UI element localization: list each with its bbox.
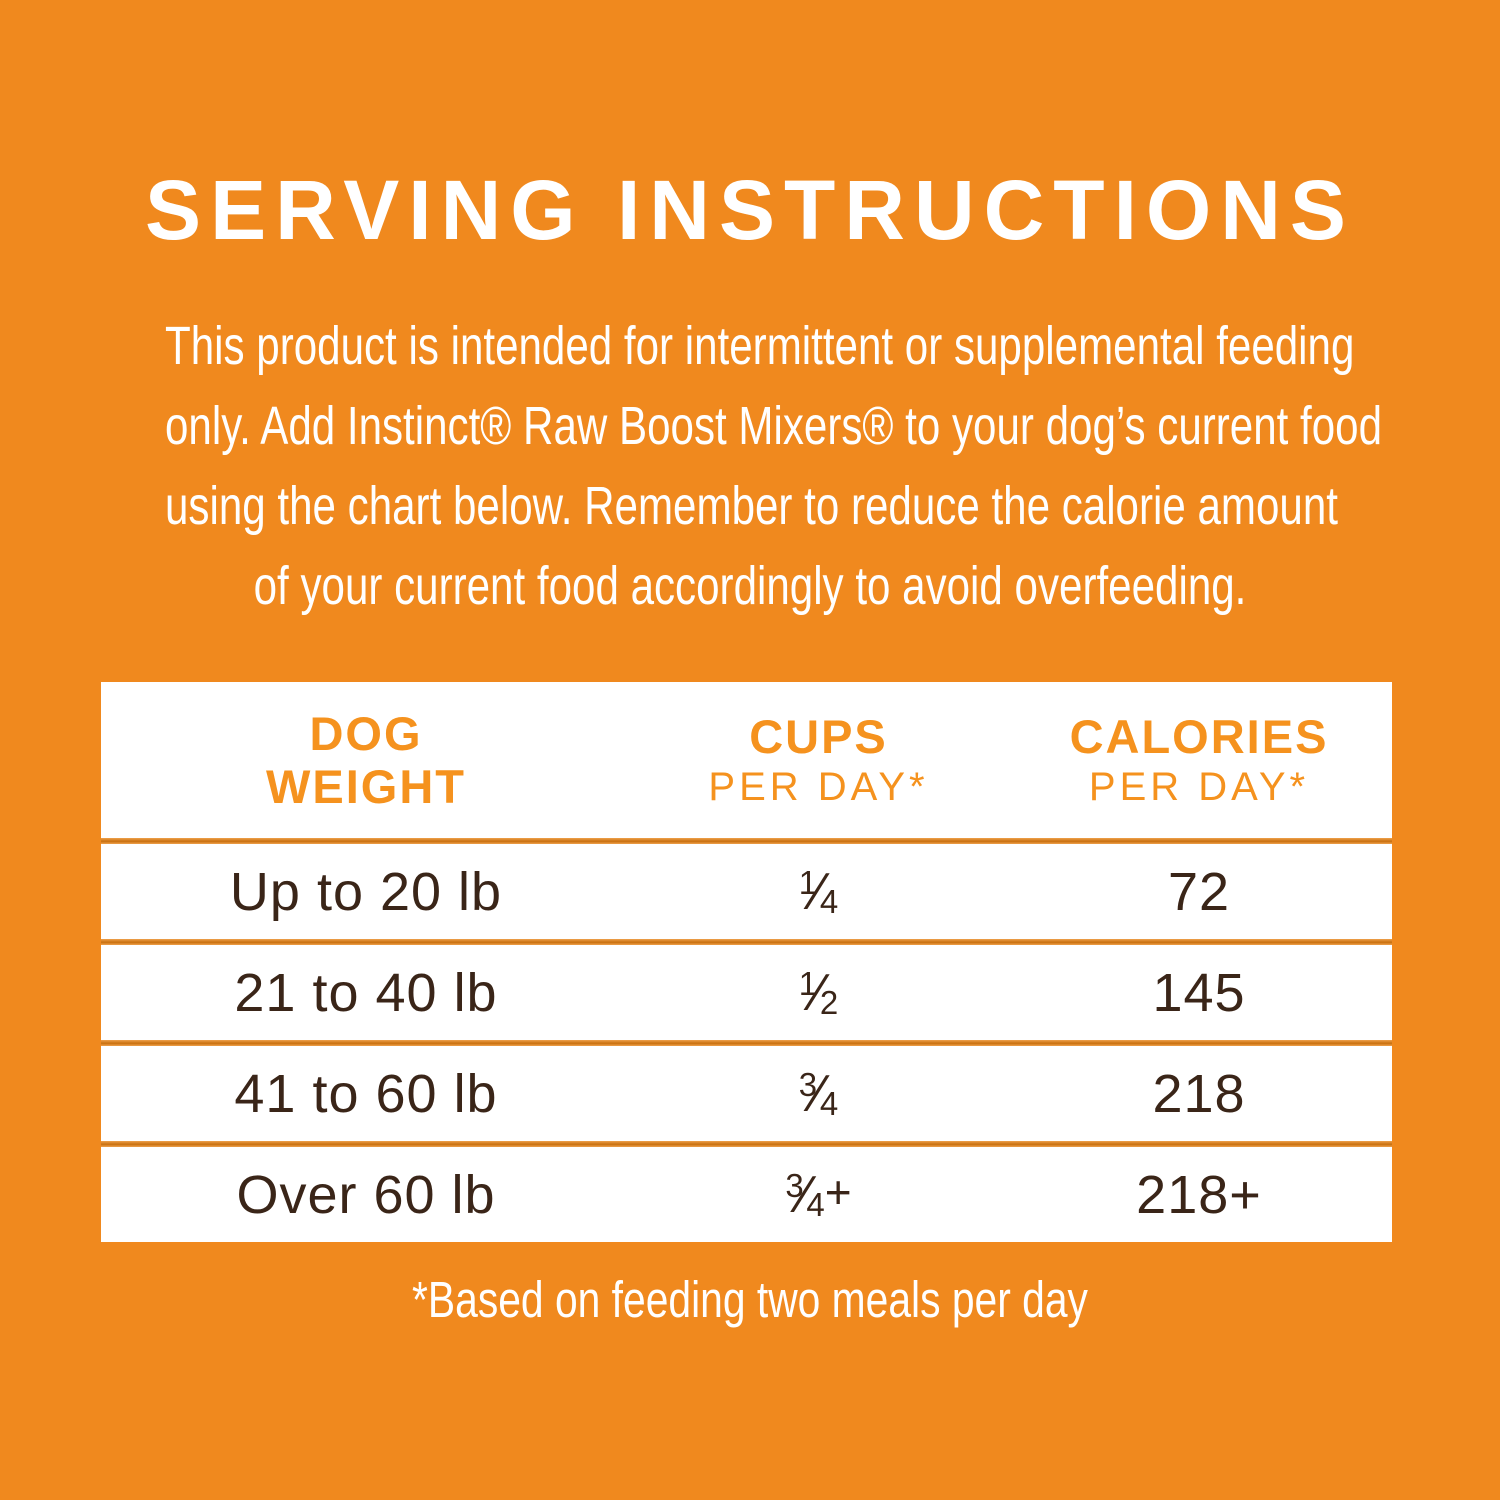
calories-cell: 218+	[1136, 1164, 1262, 1225]
calories-cell: 145	[1152, 962, 1246, 1023]
fraction-numerator: 1	[798, 964, 818, 1002]
cups-cell: 3⁄4	[631, 1064, 1006, 1124]
feeding-table: DOG WEIGHT CUPS PER DAY* CALORIES PER DA…	[101, 682, 1392, 1242]
page-title: SERVING INSTRUCTIONS	[145, 163, 1355, 257]
column-header-subline: PER DAY*	[708, 764, 929, 809]
table-row: 21 to 40 lb 1⁄2 145	[101, 945, 1392, 1040]
fraction-slash: ⁄	[814, 862, 823, 921]
cups-cell: 1⁄4	[631, 862, 1006, 922]
table-separator	[101, 939, 1392, 945]
intro-line: This product is intended for intermitten…	[165, 316, 1355, 376]
fraction-slash: ⁄	[800, 1165, 810, 1224]
footnote: *Based on feeding two meals per day	[412, 1271, 1088, 1328]
fraction-slash: ⁄	[814, 1064, 823, 1123]
weight-cell: Up to 20 lb	[229, 861, 503, 922]
column-header-calories: CALORIES PER DAY*	[1006, 710, 1392, 811]
column-header-dog-weight: DOG WEIGHT	[101, 707, 631, 813]
table-separator	[101, 1141, 1392, 1147]
table-row: 41 to 60 lb 3⁄4 218	[101, 1046, 1392, 1141]
intro-line: using the chart below. Remember to reduc…	[165, 476, 1338, 536]
column-header-cups: CUPS PER DAY*	[631, 710, 1006, 811]
fraction-denominator: 4	[806, 1185, 825, 1223]
feeding-table-header: DOG WEIGHT CUPS PER DAY* CALORIES PER DA…	[101, 682, 1392, 838]
calories-cell: 218	[1152, 1063, 1246, 1124]
intro-line: of your current food accordingly to avoi…	[253, 556, 1247, 616]
fraction-denominator: 4	[819, 882, 839, 920]
cups-cell: 1⁄2	[631, 963, 1006, 1023]
column-header-line: CALORIES	[1069, 709, 1329, 763]
calories-cell: 72	[1167, 861, 1231, 922]
weight-cell: 21 to 40 lb	[234, 962, 498, 1023]
fraction-denominator: 4	[819, 1084, 839, 1122]
fraction-denominator: 2	[819, 983, 839, 1021]
column-header-line: CUPS	[749, 709, 888, 763]
table-separator	[101, 838, 1392, 844]
column-header-line: WEIGHT	[266, 760, 466, 813]
table-separator	[101, 1040, 1392, 1046]
column-header-line: DOG	[309, 707, 423, 760]
table-row: Up to 20 lb 1⁄4 72	[101, 844, 1392, 939]
fraction-slash: ⁄	[814, 963, 823, 1022]
weight-cell: Over 60 lb	[236, 1164, 496, 1225]
table-row: Over 60 lb 3⁄4+ 218+	[101, 1147, 1392, 1242]
cups-cell: 3⁄4+	[631, 1165, 1006, 1225]
fraction-numerator: 3	[798, 1065, 818, 1103]
column-header-subline: PER DAY*	[1088, 764, 1310, 809]
fraction-plus: +	[824, 1165, 852, 1218]
intro-paragraph: This product is intended for intermitten…	[0, 306, 1500, 626]
fraction-numerator: 1	[798, 863, 818, 901]
fraction-numerator: 3	[785, 1166, 804, 1204]
weight-cell: 41 to 60 lb	[234, 1063, 498, 1124]
intro-line: only. Add Instinct® Raw Boost Mixers® to…	[165, 396, 1383, 456]
